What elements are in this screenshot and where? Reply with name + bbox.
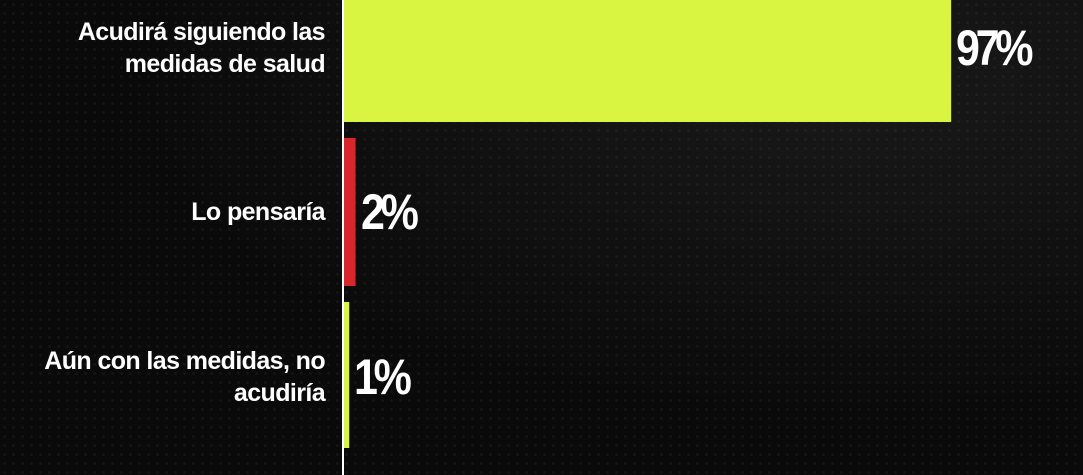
- value-label-3: 1%: [354, 349, 412, 405]
- category-label-3: Aún con las medidas, no acudiría: [44, 347, 325, 407]
- value-label-1: 97%: [956, 20, 1033, 76]
- value-label-2: 2%: [360, 184, 419, 240]
- bar-3: [343, 302, 350, 448]
- category-label-1: Acudirá siguiendo las medidas de salud: [77, 18, 326, 78]
- category-label-2: Lo pensaría: [191, 198, 325, 226]
- bar-2: [343, 138, 356, 286]
- bar-1: [343, 0, 952, 122]
